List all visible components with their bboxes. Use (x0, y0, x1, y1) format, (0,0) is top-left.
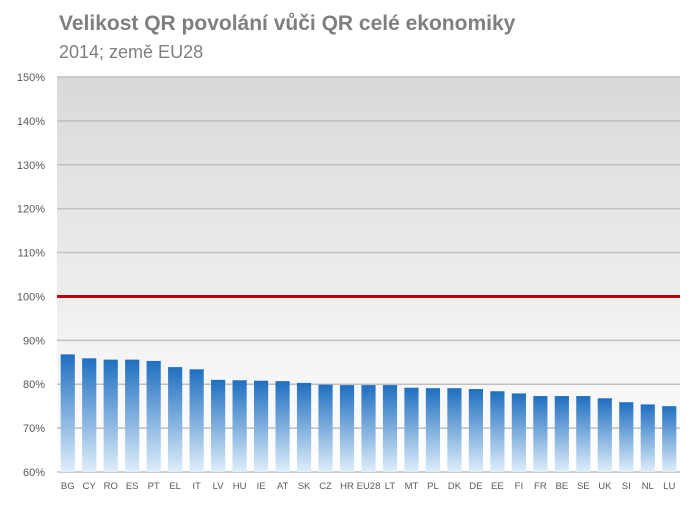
bar (576, 396, 591, 472)
bar (103, 359, 118, 472)
bar (640, 404, 655, 472)
y-tick-label: 120% (17, 204, 45, 216)
x-tick-label: AT (277, 481, 289, 492)
bar (339, 385, 355, 472)
bar (361, 385, 376, 472)
x-tick-label: FI (515, 481, 523, 492)
x-tick-label: CZ (319, 481, 332, 492)
x-tick-label: EL (169, 481, 181, 492)
bar (447, 388, 462, 472)
y-tick-label: 140% (17, 116, 45, 128)
bar (382, 385, 398, 472)
y-tick-label: 80% (23, 379, 45, 391)
bars (60, 354, 677, 472)
y-axis-ticks: 60% 70% 80% 90% 100% 110% 120% 130% 140% 150% (17, 72, 45, 479)
x-tick-label: SI (622, 481, 631, 492)
x-tick-label: MT (405, 481, 419, 492)
bar (554, 396, 569, 472)
x-tick-label: RO (104, 481, 118, 492)
x-tick-label: FR (534, 481, 547, 492)
bar (211, 379, 226, 472)
bar (82, 358, 97, 472)
x-tick-label: CY (83, 481, 97, 492)
x-tick-label: BG (61, 481, 75, 492)
bar (404, 387, 419, 472)
bar (275, 381, 290, 472)
bar (597, 398, 612, 472)
chart-title: Velikost QR povolání vůči QR celé ekonom… (59, 12, 516, 35)
y-tick-label: 90% (23, 335, 45, 347)
y-tick-label: 100% (17, 291, 45, 303)
bar (168, 367, 183, 472)
y-tick-label: 130% (17, 160, 45, 172)
x-tick-label: HU (233, 481, 247, 492)
bar (511, 393, 526, 472)
y-tick-label: 110% (18, 248, 46, 260)
y-tick-label: 60% (23, 467, 45, 479)
y-tick-label: 70% (23, 423, 45, 435)
bar (533, 396, 548, 472)
x-tick-label: EE (491, 481, 504, 492)
bar (425, 388, 441, 472)
bar (232, 380, 247, 472)
x-axis-ticks: BG CY RO ES PT EL IT LV HU IE AT SK CZ HR EU28 LT MT PL DK… (61, 481, 676, 492)
x-tick-label: UK (598, 481, 612, 492)
bar (146, 360, 161, 472)
bar (60, 354, 75, 472)
x-tick-label: LU (663, 481, 675, 492)
x-tick-label: LT (385, 481, 396, 492)
x-tick-label: SK (298, 481, 311, 492)
x-tick-label: NL (642, 481, 654, 492)
x-tick-label: LV (213, 481, 225, 492)
x-tick-label: ES (126, 481, 139, 492)
y-tick-label: 150% (17, 72, 45, 84)
x-tick-label: PL (427, 481, 439, 492)
x-tick-label: EU28 (357, 481, 381, 492)
x-tick-label: HR (340, 481, 354, 492)
x-tick-label: IE (257, 481, 266, 492)
bar (619, 402, 634, 472)
x-tick-label: PT (148, 481, 160, 492)
bar (296, 382, 312, 472)
bar (662, 406, 677, 472)
bar (318, 384, 333, 472)
bar (253, 380, 269, 472)
bar (189, 369, 204, 472)
chart-subtitle: 2014; země EU28 (59, 42, 204, 62)
x-tick-label: IT (192, 481, 201, 492)
bar (468, 389, 484, 472)
x-tick-label: DE (469, 481, 482, 492)
bar (125, 359, 140, 472)
x-tick-label: BE (556, 481, 569, 492)
x-tick-label: DK (448, 481, 462, 492)
bar (490, 391, 505, 472)
x-tick-label: SE (577, 481, 590, 492)
